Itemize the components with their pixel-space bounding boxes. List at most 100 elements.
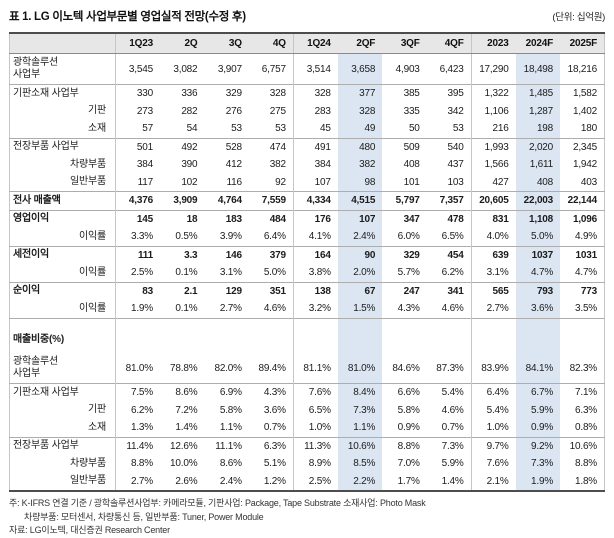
cell-material-revenue-2023: 216 bbox=[470, 120, 516, 138]
cell-electronics-parts-share-1Q23: 11.4% bbox=[114, 436, 160, 455]
cell-electronics-parts-share-2024F: 9.2% bbox=[515, 436, 561, 455]
cell-pretax-margin-4Q: 5.0% bbox=[263, 267, 286, 279]
table-row-general-parts-share: 일반부품 2.7% 2.6% 2.4% 1.2% 2.5% 2.2% 1.7% 1.4% 2.1%… bbox=[9, 472, 605, 492]
cell-material-revenue-2025F: 180 bbox=[580, 123, 597, 135]
column-header: 4QF bbox=[426, 32, 472, 54]
cell-electronics-parts-revenue-1Q23: 501 bbox=[114, 137, 160, 156]
cell-electronics-parts-share-4Q: 6.3% bbox=[248, 436, 294, 455]
cell-pretax-profit-4Q: 379 bbox=[248, 245, 294, 264]
cell-net-margin-1Q23: 1.9% bbox=[114, 300, 160, 318]
cell-substrate-revenue-1Q23: 273 bbox=[114, 102, 160, 120]
cell-vehicle-parts-share-2025F: 8.8% bbox=[575, 458, 597, 470]
cell-material-share-2023: 1.0% bbox=[470, 419, 516, 437]
row-label: 이익률 bbox=[79, 302, 106, 314]
cell-operating-profit-2QF: 107 bbox=[337, 209, 383, 228]
cell-substrate-material-revenue-3QF: 385 bbox=[382, 84, 427, 103]
cell-operating-profit-4QF: 478 bbox=[426, 209, 472, 228]
cell-optical-solution-revenue-4Q: 6,757 bbox=[261, 63, 286, 75]
cell-pretax-profit-2025F: 1031 bbox=[560, 245, 605, 264]
cell-net-profit-3QF: 247 bbox=[382, 281, 427, 300]
cell-general-parts-share-2024F: 1.9% bbox=[515, 472, 561, 492]
cell-substrate-revenue-2Q: 282 bbox=[181, 105, 198, 117]
cell-material-revenue-4Q: 53 bbox=[275, 123, 286, 135]
table-row-total-revenue: 전사 매출액 4,376 3,909 4,764 7,559 4,334 4,515 5,79… bbox=[9, 191, 605, 210]
cell-substrate-share-3Q: 5.8% bbox=[219, 404, 242, 416]
row-label: 순이익 bbox=[9, 281, 116, 300]
cell-material-share-1Q23: 1.3% bbox=[114, 419, 160, 437]
column-header: 1Q24 bbox=[292, 32, 338, 54]
cell-material-share-2025F: 0.8% bbox=[575, 422, 597, 434]
cell-electronics-parts-share-2023: 9.7% bbox=[470, 436, 516, 455]
cell-net-profit-2Q: 2.1 bbox=[159, 281, 205, 300]
cell-substrate-material-revenue-2023: 1,322 bbox=[470, 84, 516, 103]
cell-net-profit-2024F: 793 bbox=[515, 281, 561, 300]
cell-optical-solution-revenue-2QF: 3,658 bbox=[337, 53, 383, 85]
row-label: 매출비중(%) bbox=[13, 333, 64, 345]
cell-revenue-share-section-4Q bbox=[249, 328, 293, 354]
cell-substrate-revenue-2024F: 1,287 bbox=[515, 102, 561, 120]
cell-electronics-parts-share-4QF: 7.3% bbox=[426, 436, 472, 455]
cell-operating-profit-2Q: 18 bbox=[159, 209, 205, 228]
cell-substrate-revenue-2025F: 1,402 bbox=[572, 105, 597, 117]
cell-vehicle-parts-revenue-2Q: 390 bbox=[181, 159, 198, 171]
cell-substrate-material-revenue-2Q: 336 bbox=[159, 84, 205, 103]
column-header: 4Q bbox=[248, 32, 294, 54]
table-row-optical-solution-share: 광학솔루션 사업부 81.0% 78.8% 82.0% 89.4% 81.1% 81.0% 8… bbox=[10, 353, 605, 384]
cell-operating-profit-2023: 831 bbox=[470, 209, 516, 228]
cell-operating-margin-2025F: 4.9% bbox=[575, 231, 597, 243]
cell-optical-solution-share-2023: 83.9% bbox=[470, 353, 516, 384]
table-row-substrate-share: 기판 6.2% 7.2% 5.8% 3.6% 6.5% 7.3% 5.8% 4.6% 5.4% 5.… bbox=[10, 401, 605, 419]
row-label: 차량부품 bbox=[70, 457, 106, 469]
cell-total-revenue-2023: 20,605 bbox=[470, 191, 516, 210]
cell-net-profit-2QF: 67 bbox=[337, 281, 383, 300]
table-row-operating-profit: 영업이익 145 18 183 484 176 107 347 478 831 1,108 1,096 bbox=[9, 209, 605, 228]
cell-general-parts-share-4Q: 1.2% bbox=[248, 472, 294, 492]
cell-operating-profit-1Q24: 176 bbox=[292, 209, 338, 228]
cell-spacer-row-3Q bbox=[204, 317, 249, 328]
column-header: 2025F bbox=[560, 32, 605, 54]
table-header: 1Q23 2Q 3Q 4Q 1Q24 2QF 3QF 4QF 2023 2024F 2025F bbox=[9, 32, 605, 54]
cell-net-margin-2025F: 3.5% bbox=[575, 303, 597, 315]
cell-vehicle-parts-share-3Q: 8.6% bbox=[219, 458, 242, 470]
table-row-material-share: 소재 1.3% 1.4% 1.1% 0.7% 1.0% 1.1% 0.9% 0.7% 1.0% 0.… bbox=[10, 419, 605, 437]
cell-substrate-material-share-1Q23: 7.5% bbox=[114, 383, 160, 402]
cell-substrate-material-revenue-2025F: 1,582 bbox=[560, 84, 605, 103]
cell-optical-solution-revenue-3QF: 4,903 bbox=[395, 63, 420, 75]
cell-substrate-revenue-4QF: 342 bbox=[447, 105, 464, 117]
cell-revenue-share-section-2023 bbox=[470, 327, 516, 353]
cell-general-parts-share-4QF: 1.4% bbox=[426, 472, 472, 492]
cell-substrate-revenue-1Q24: 283 bbox=[292, 102, 338, 120]
table-title: 표 1. LG 이노텍 사업부문별 영업실적 전망(수정 후) bbox=[9, 11, 246, 23]
row-label: 전장부품 사업부 bbox=[9, 436, 116, 455]
unit-label: (단위: 십억원) bbox=[552, 12, 605, 23]
cell-material-share-2Q: 1.4% bbox=[175, 422, 198, 434]
cell-net-margin-2023: 2.7% bbox=[470, 300, 516, 318]
cell-general-parts-revenue-2Q: 102 bbox=[181, 176, 198, 188]
row-label: 기판 bbox=[88, 105, 106, 116]
row-label: 전장부품 사업부 bbox=[9, 137, 116, 156]
cell-material-revenue-2024F: 198 bbox=[515, 120, 561, 138]
cell-spacer-row-1Q24 bbox=[292, 317, 338, 328]
cell-pretax-margin-2025F: 4.7% bbox=[575, 267, 597, 279]
cell-spacer-row-3QF bbox=[382, 317, 427, 328]
table-row-net-profit: 순이익 83 2.1 129 351 138 67 247 341 565 793 773 bbox=[9, 281, 605, 300]
cell-optical-solution-revenue-2Q: 3,082 bbox=[173, 63, 198, 75]
cell-electronics-parts-revenue-2023: 1,993 bbox=[470, 137, 516, 156]
table-row-substrate-revenue: 기판 273 282 276 275 283 328 335 342 1,106 1,287 1,40… bbox=[10, 102, 605, 120]
cell-material-revenue-2Q: 54 bbox=[186, 123, 198, 135]
cell-spacer-row-4Q bbox=[248, 317, 294, 328]
cell-optical-solution-share-4QF: 87.3% bbox=[436, 362, 464, 374]
cell-general-parts-share-2023: 2.1% bbox=[470, 472, 516, 492]
table-row-general-parts-revenue: 일반부품 117 102 116 92 107 98 101 103 427 408 403 bbox=[10, 173, 605, 192]
cell-general-parts-revenue-4QF: 103 bbox=[447, 176, 464, 188]
cell-pretax-margin-2023: 3.1% bbox=[470, 264, 516, 282]
cell-revenue-share-section-2QF bbox=[337, 327, 383, 353]
cell-electronics-parts-share-2Q: 12.6% bbox=[159, 436, 205, 455]
cell-optical-solution-share-1Q23: 81.0% bbox=[114, 353, 160, 384]
row-label: 일반부품 bbox=[70, 176, 106, 187]
cell-substrate-revenue-3QF: 335 bbox=[403, 105, 420, 117]
cell-operating-margin-3Q: 3.9% bbox=[219, 231, 242, 243]
cell-general-parts-share-1Q24: 2.5% bbox=[292, 472, 338, 492]
cell-optical-solution-share-2QF: 81.0% bbox=[337, 353, 383, 384]
